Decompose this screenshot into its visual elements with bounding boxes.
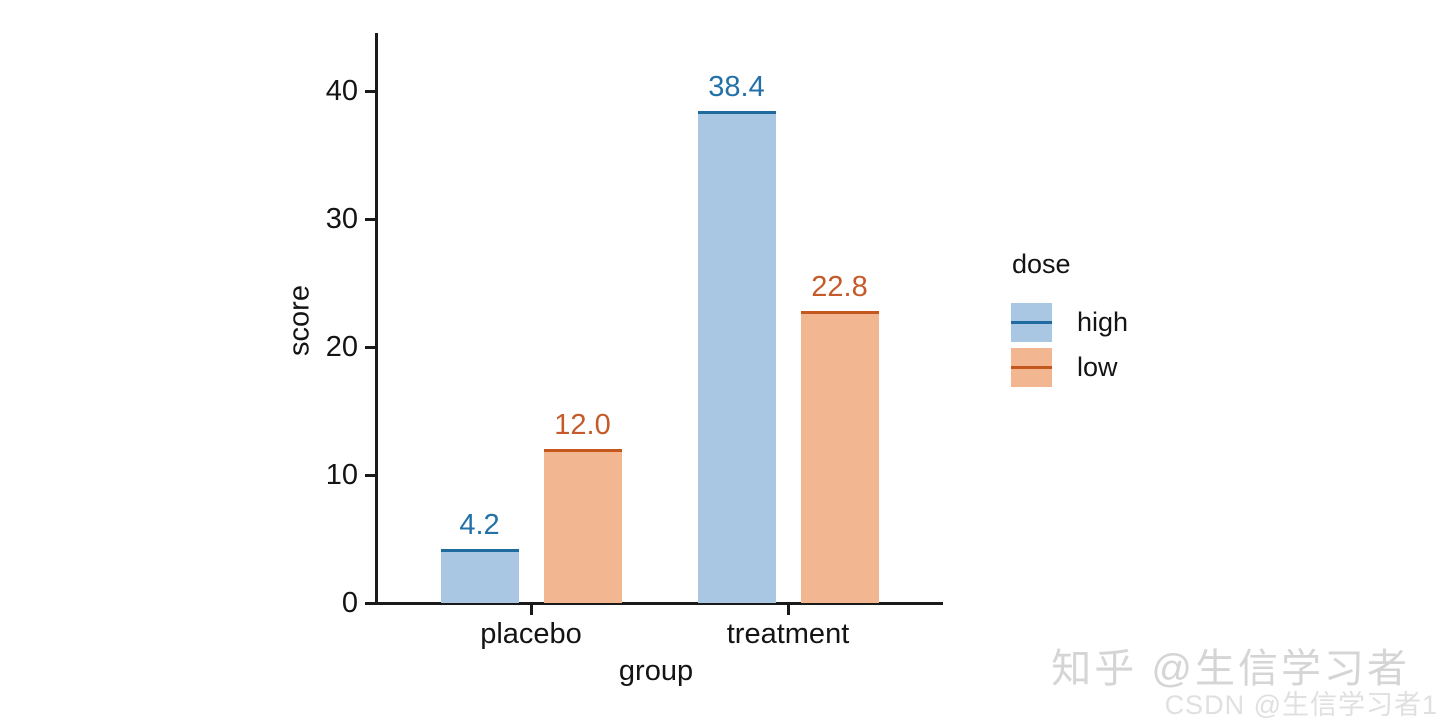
- legend-swatch-line: [1011, 321, 1052, 324]
- bar-value-label: 12.0: [554, 409, 611, 442]
- legend-swatch-line: [1011, 366, 1052, 369]
- x-tick-label: placebo: [480, 618, 582, 650]
- y-tick-label: 10: [325, 459, 358, 491]
- y-axis-title: score: [283, 285, 316, 356]
- legend-swatch-low: [1011, 348, 1052, 387]
- legend-swatch-high: [1011, 303, 1052, 342]
- y-axis-line: [374, 33, 378, 605]
- legend-item-low: low: [1011, 348, 1128, 387]
- bar-value-label: 22.8: [811, 271, 868, 304]
- y-tick-label: 30: [325, 203, 358, 235]
- bar-value-label: 38.4: [708, 71, 765, 104]
- legend-item-high: high: [1011, 303, 1128, 342]
- bar-value-label: 4.2: [459, 509, 500, 542]
- x-tick: [786, 604, 790, 615]
- bar-treatment-high: [697, 111, 776, 603]
- y-tick: [364, 473, 375, 477]
- legend-item-label: low: [1077, 352, 1118, 382]
- x-axis-line: [366, 601, 943, 605]
- watermark-csdn: CSDN @生信学习者1: [1164, 690, 1438, 720]
- y-tick: [364, 345, 375, 349]
- x-tick-label: treatment: [726, 618, 850, 650]
- x-axis-title: group: [618, 655, 694, 687]
- y-tick-label: 20: [325, 331, 358, 363]
- legend: dose high low: [1011, 249, 1128, 387]
- x-tick: [529, 604, 533, 615]
- bar-placebo-high: [440, 549, 519, 603]
- legend-item-label: high: [1077, 307, 1129, 337]
- y-tick: [364, 601, 375, 605]
- y-tick-label: 0: [341, 587, 358, 619]
- legend-items: high low: [1011, 303, 1128, 387]
- y-tick: [364, 89, 375, 93]
- bar-placebo-low: [543, 449, 622, 603]
- y-tick-label: 40: [325, 75, 358, 107]
- bar-treatment-low: [800, 311, 879, 603]
- legend-title: dose: [1012, 249, 1071, 279]
- y-tick: [364, 217, 375, 221]
- watermark-zhihu: 知乎 @生信学习者: [1051, 647, 1410, 691]
